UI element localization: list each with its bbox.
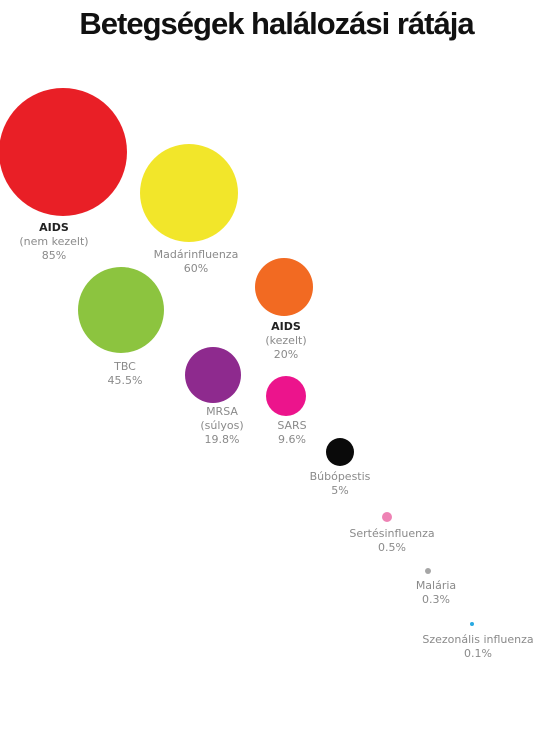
bubble-name-label: Sertésinfluenza	[349, 527, 434, 540]
bubble-5	[266, 376, 306, 416]
bubble-name-label: TBC	[113, 360, 136, 373]
bubble-value-label: 9.6%	[278, 433, 306, 446]
bubble-value-label: 45.5%	[108, 374, 143, 387]
chart-title: Betegségek halálozási rátája	[79, 6, 474, 41]
bubble-name-label: SARS	[277, 419, 306, 432]
bubble-1	[140, 144, 238, 242]
bubble-name-label: AIDS	[39, 221, 69, 234]
bubble-name-label: (nem kezelt)	[19, 235, 88, 248]
bubble-2	[78, 267, 164, 353]
bubble-9	[470, 622, 474, 626]
bubble-value-label: 60%	[184, 262, 208, 275]
bubble-7	[382, 512, 392, 522]
bubble-value-label: 19.8%	[205, 433, 240, 446]
bubble-0	[0, 88, 127, 216]
bubble-value-label: 0.5%	[378, 541, 406, 554]
bubble-3	[255, 258, 313, 316]
bubble-name-label: (súlyos)	[200, 419, 243, 432]
bubble-6	[326, 438, 354, 466]
bubble-value-label: 20%	[274, 348, 298, 361]
bubble-name-label: (kezelt)	[265, 334, 306, 347]
bubble-name-label: Szezonális influenza	[422, 633, 533, 646]
bubble-name-label: Búbópestis	[310, 470, 371, 483]
bubble-value-label: 0.1%	[464, 647, 492, 660]
bubble-name-label: MRSA	[206, 405, 238, 418]
bubble-value-label: 85%	[42, 249, 66, 262]
bubble-4	[185, 347, 241, 403]
bubble-name-label: Madárinfluenza	[154, 248, 239, 261]
bubble-8	[425, 568, 431, 574]
bubble-name-label: Malária	[416, 579, 456, 592]
bubble-name-label: AIDS	[271, 320, 301, 333]
bubble-value-label: 5%	[331, 484, 348, 497]
bubble-value-label: 0.3%	[422, 593, 450, 606]
